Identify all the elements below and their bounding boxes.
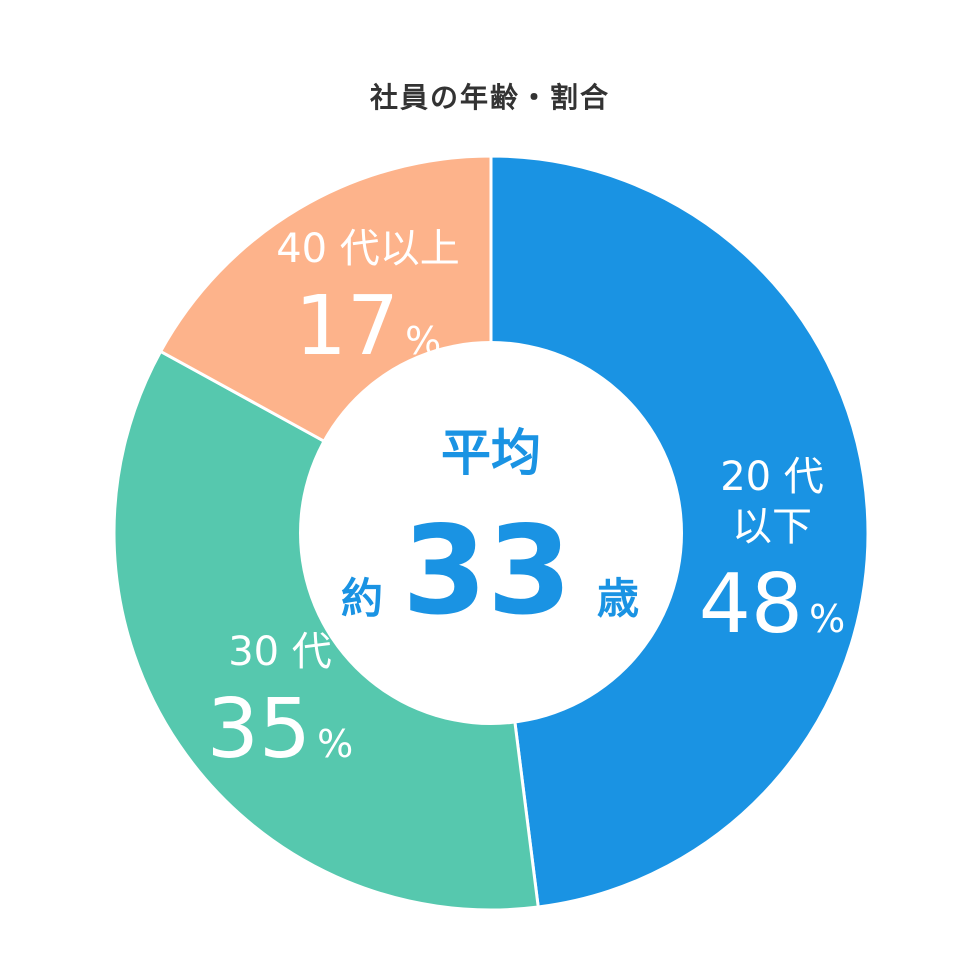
slice-3-category-label: 40 代以上: [276, 226, 460, 272]
donut-hole: [299, 341, 683, 725]
chart-title: 社員の年齢・割合: [369, 81, 610, 114]
slice-3-value-label: 17%: [295, 279, 441, 374]
center-label-prefix: 約: [341, 574, 383, 623]
slice-2-value-label: 35%: [207, 682, 353, 777]
center-value: 33: [402, 500, 572, 642]
center-label-suffix: 歳: [597, 574, 639, 623]
center-label-average: 平均: [441, 424, 541, 482]
slice-1-category-label: 以下: [732, 504, 812, 550]
slice-1-category-label: 20 代: [720, 454, 824, 500]
slice-2-category-label: 30 代: [228, 629, 332, 675]
slice-1-value-label: 48%: [699, 557, 845, 652]
slice-labels: 20 代以下 48 % 30 代 35 % 40 代以上 17%: [207, 226, 845, 777]
